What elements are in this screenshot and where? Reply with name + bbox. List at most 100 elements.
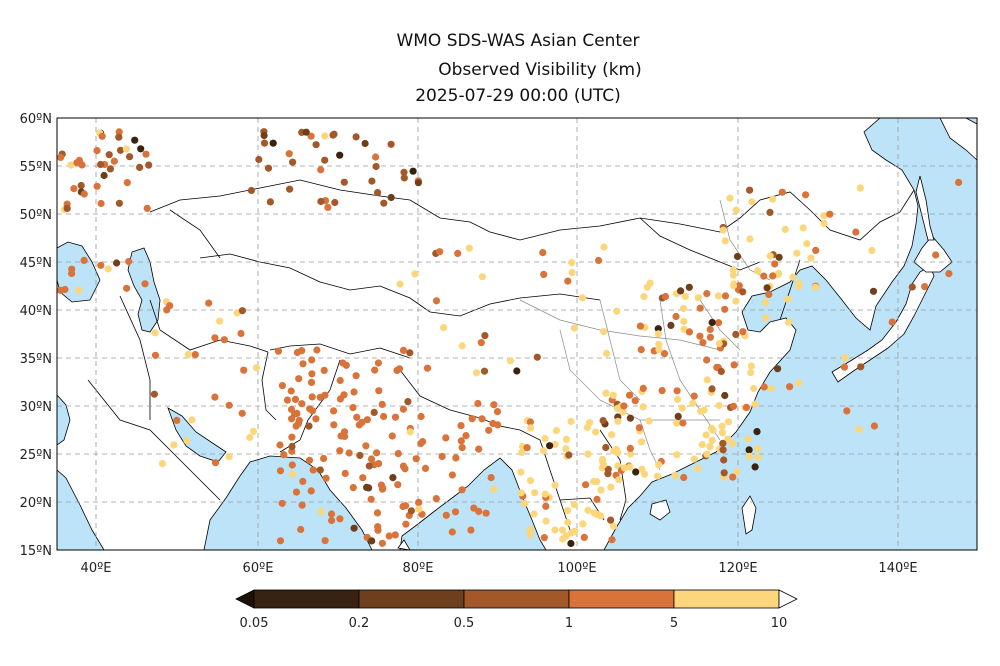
station-marker [378,400,386,408]
station-marker [690,455,698,463]
station-marker [703,356,711,364]
station-marker [739,288,747,296]
station-marker [462,432,470,440]
station-marker [324,203,332,211]
station-marker [602,443,610,452]
station-marker [671,471,679,479]
station-marker [289,158,297,166]
station-marker [626,414,635,422]
station-marker [679,304,688,313]
station-marker [246,433,254,442]
station-marker [613,307,621,315]
station-marker [721,391,729,400]
station-marker [372,153,380,161]
station-marker [276,537,285,545]
station-marker [288,442,296,451]
station-marker [341,469,349,477]
station-marker [105,151,113,159]
station-marker [765,290,773,299]
station-marker [614,417,622,425]
station-marker [667,321,675,329]
station-marker [345,449,353,457]
station-marker [298,501,306,509]
station-marker [785,318,793,326]
station-marker [363,483,371,491]
colorbar-segment [463,589,570,609]
station-marker [308,356,316,364]
station-marker [400,174,408,182]
colorbar-label: 1 [565,616,573,631]
station-marker [481,332,489,340]
station-marker [769,195,777,203]
station-marker [475,445,483,453]
station-marker [506,357,514,365]
station-marker [260,139,269,147]
station-marker [113,259,121,267]
station-marker [356,451,364,459]
station-marker [781,225,789,233]
station-marker [438,452,446,461]
station-marker [745,452,754,460]
station-marker [703,450,711,458]
station-marker [336,395,344,403]
station-marker [706,325,714,333]
station-marker [706,333,715,341]
colorbar-label: 0.05 [240,616,269,631]
station-marker [855,425,863,433]
station-marker [744,435,752,443]
station-marker [531,489,539,497]
station-marker [442,434,450,442]
station-marker [703,290,711,298]
station-marker [378,485,387,493]
station-marker [457,422,465,430]
station-marker [526,525,534,533]
station-marker [417,412,425,421]
station-marker [404,398,412,406]
station-marker [205,299,213,307]
station-marker [635,424,644,432]
station-marker [115,128,123,136]
station-marker [679,419,687,427]
station-marker [590,509,598,517]
station-marker [225,401,233,409]
station-marker [632,468,640,476]
station-marker [490,485,498,493]
station-marker [255,155,263,164]
station-marker [367,495,375,503]
station-marker [352,372,360,380]
station-marker [70,185,78,193]
station-marker [812,283,820,291]
station-marker [771,260,779,268]
station-marker [316,466,324,474]
station-marker [312,141,320,149]
station-marker [458,444,466,452]
station-marker [372,162,380,171]
station-marker [276,467,285,475]
station-marker [321,132,329,140]
station-marker [452,454,460,462]
station-marker [869,287,878,295]
station-marker [292,488,301,496]
station-marker [820,212,828,220]
lat-tick-label: 60ºN [20,112,52,127]
station-markers [57,128,963,548]
station-marker [173,416,181,424]
south-china-sea [603,118,977,550]
station-marker [599,417,607,425]
station-marker [517,468,525,476]
station-marker [732,297,740,305]
station-marker [309,466,317,474]
station-marker [374,189,382,197]
station-marker [595,256,603,265]
station-marker [857,363,865,371]
station-marker [330,421,338,429]
station-marker [698,441,706,449]
station-marker [708,385,716,393]
station-marker [110,157,118,165]
station-marker [559,535,567,543]
station-marker [526,531,534,539]
station-marker [680,317,688,326]
station-marker [361,139,369,148]
station-marker [63,204,71,212]
station-marker [579,520,587,528]
